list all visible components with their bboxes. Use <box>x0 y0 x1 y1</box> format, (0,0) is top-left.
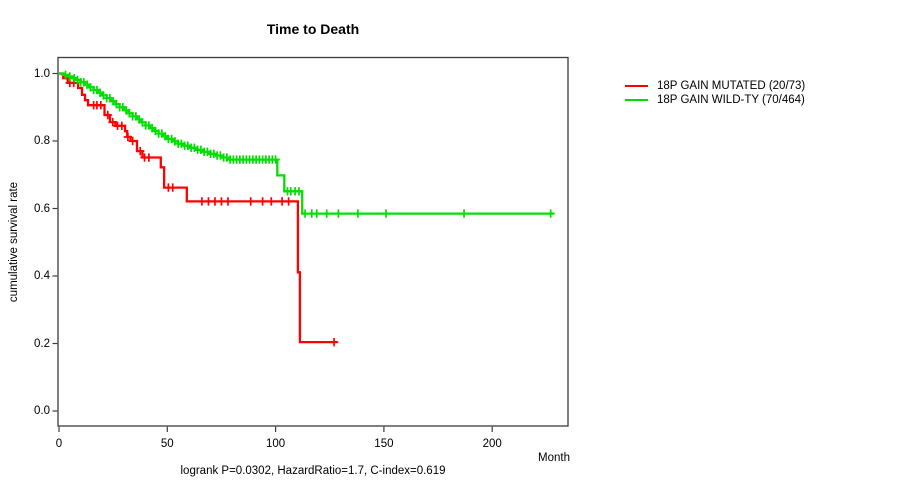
y-tick-label: 0.8 <box>34 135 50 147</box>
y-tick-label: 0.4 <box>34 270 50 282</box>
legend-line-swatch-red <box>625 85 648 87</box>
legend-label-mutated: 18P GAIN MUTATED (20/73) <box>657 80 806 92</box>
y-tick-label: 0.2 <box>34 337 50 350</box>
legend-line-swatch-green <box>625 99 648 101</box>
y-tick-label: 0.6 <box>34 202 50 215</box>
x-tick-label: 150 <box>374 438 394 450</box>
statistics-annotation: logrank P=0.0302, HazardRatio=1.7, C-ind… <box>180 465 446 477</box>
y-tick-label: 0.0 <box>34 405 50 417</box>
y-axis-title: cumulative survival rate <box>8 181 20 303</box>
legend: 18P GAIN MUTATED (20/73) 18P GAIN WILD-T… <box>625 79 805 107</box>
x-tick-label: 0 <box>55 438 63 450</box>
y-tick-label: 1.0 <box>34 67 50 80</box>
x-tick-label: 50 <box>160 438 174 450</box>
x-tick-label: 100 <box>266 438 286 450</box>
chart-title: Time to Death <box>266 21 360 37</box>
survival-curve-mutated <box>59 72 338 344</box>
x-axis-title: Month <box>538 452 570 464</box>
legend-entry-mutated: 18P GAIN MUTATED (20/73) <box>625 79 805 93</box>
x-tick-label: 200 <box>482 438 502 450</box>
legend-entry-wildtype: 18P GAIN WILD-TY (70/464) <box>625 93 805 107</box>
plot-frame <box>57 56 569 427</box>
legend-label-wildtype: 18P GAIN WILD-TY (70/464) <box>657 94 805 106</box>
